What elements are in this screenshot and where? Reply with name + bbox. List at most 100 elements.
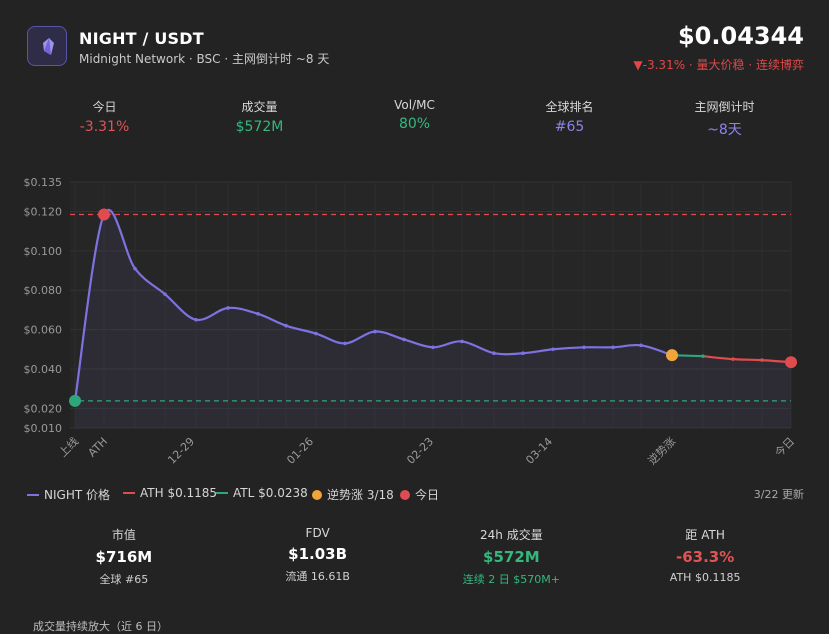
card-from-ath: 距 ATH -63.3% ATH $0.1185 xyxy=(608,526,802,586)
y-tick-label: $0.040 xyxy=(24,363,63,376)
data-point xyxy=(194,317,198,322)
stat-label: Vol/MC xyxy=(394,98,435,112)
data-point xyxy=(133,266,137,271)
card-fdv: FDV $1.03B 流通 16.61B xyxy=(221,526,415,586)
legend-atl: ATL $0.0238 xyxy=(216,486,308,500)
card-sub: 全球 #65 xyxy=(99,573,149,586)
data-point xyxy=(373,329,377,334)
card-sub: 流通 16.61B xyxy=(285,570,350,583)
card-value: -63.3% xyxy=(675,548,735,566)
stat-value: $572M xyxy=(235,119,284,135)
dashed-line-icon xyxy=(123,492,135,494)
y-tick-label: $0.100 xyxy=(24,245,63,258)
y-tick-label: $0.120 xyxy=(24,206,63,219)
y-tick-label: $0.080 xyxy=(24,284,63,297)
price-change: ▼-3.31% · 量大价稳 · 连续博弈 xyxy=(633,58,804,72)
data-point xyxy=(701,354,705,358)
data-point xyxy=(639,343,643,348)
launch-marker xyxy=(69,394,81,407)
legend-ath: ATH $0.1185 xyxy=(123,486,217,500)
card-label: FDV xyxy=(305,526,330,540)
legend-label: 今日 xyxy=(415,488,440,502)
metric-cards: 市值 $716M 全球 #65 FDV $1.03B 流通 16.61B 24h… xyxy=(27,526,802,586)
stat-label: 今日 xyxy=(92,100,117,114)
y-tick-label: $0.060 xyxy=(24,324,63,337)
x-tick-label: 03-14 xyxy=(523,435,555,467)
chart-legend: NIGHT 价格 ATH $0.1185 ATL $0.0238 逆势涨 3/1… xyxy=(27,486,804,502)
data-point xyxy=(431,345,435,350)
data-point xyxy=(226,306,230,310)
pair-subtitle: Midnight Network · BSC · 主网倒计时 ~8 天 xyxy=(79,52,330,66)
stat-value: ~8天 xyxy=(707,122,742,138)
data-point xyxy=(343,341,347,346)
data-point xyxy=(551,347,555,352)
card-label: 距 ATH xyxy=(685,528,725,542)
card-label: 24h 成交量 xyxy=(480,528,543,542)
data-point xyxy=(402,337,406,342)
header: NIGHT / USDT Midnight Network · BSC · 主网… xyxy=(27,22,804,72)
stat-label: 全球排名 xyxy=(545,100,594,114)
data-point xyxy=(492,351,496,356)
stat-label: 主网倒计时 xyxy=(694,100,755,114)
legend-price: NIGHT 价格 xyxy=(27,486,110,503)
current-price: $0.04344 xyxy=(677,22,804,50)
data-point xyxy=(284,323,288,328)
ath-marker xyxy=(98,208,110,221)
updated-time: 3/22 更新 xyxy=(753,488,804,501)
stat-value: -3.31% xyxy=(79,119,130,135)
y-tick-label: $0.020 xyxy=(24,402,63,415)
card-sub: ATH $0.1185 xyxy=(669,571,741,584)
data-point xyxy=(163,292,167,296)
stat-today: 今日 -3.31% xyxy=(27,98,182,138)
price-area xyxy=(75,209,791,428)
line-swatch-icon xyxy=(27,493,39,496)
x-tick-label: 今日 xyxy=(772,434,797,459)
stat-global-rank: 全球排名 #65 xyxy=(492,98,647,138)
data-point xyxy=(760,358,764,362)
x-tick-label: ATH xyxy=(86,435,111,460)
data-point xyxy=(582,345,586,350)
card-value: $1.03B xyxy=(288,545,348,563)
dashed-line-icon xyxy=(216,492,228,494)
reversal-marker xyxy=(666,349,678,362)
orange-dot-icon xyxy=(312,489,322,500)
today-marker xyxy=(785,356,797,369)
data-point xyxy=(611,345,615,350)
legend-label: NIGHT 价格 xyxy=(44,488,110,502)
red-dot-icon xyxy=(400,489,410,500)
data-point xyxy=(460,339,464,344)
stat-value: #65 xyxy=(554,119,585,135)
data-point xyxy=(521,351,525,356)
card-market-cap: 市值 $716M 全球 #65 xyxy=(27,526,221,586)
x-tick-label: 上线 xyxy=(56,434,81,459)
pair-title: NIGHT / USDT xyxy=(79,29,204,48)
card-sub: 连续 2 日 $570M+ xyxy=(462,573,560,586)
legend-label: ATL $0.0238 xyxy=(233,486,308,500)
card-value: $716M xyxy=(95,548,153,566)
stat-vol-mc: Vol/MC 80% xyxy=(337,98,492,138)
card-24h-volume: 24h 成交量 $572M 连续 2 日 $570M+ xyxy=(415,526,609,586)
y-tick-label: $0.135 xyxy=(24,176,63,189)
x-tick-label: 12-29 xyxy=(165,435,197,467)
x-tick-label: 逆势涨 xyxy=(645,434,678,467)
legend-label: ATH $0.1185 xyxy=(140,486,218,500)
data-point xyxy=(731,357,735,361)
price-chart: $0.010 $0.020 $0.040 $0.060 $0.080 $0.100 $0.1… xyxy=(24,176,798,467)
data-point xyxy=(314,331,318,336)
y-tick-label: $0.010 xyxy=(24,422,63,435)
stat-value: 80% xyxy=(398,116,431,132)
night-logo-icon xyxy=(27,26,67,66)
legend-today: 今日 xyxy=(400,486,439,503)
stat-mainnet-countdown: 主网倒计时 ~8天 xyxy=(647,98,802,138)
data-point xyxy=(256,312,260,316)
legend-label: 逆势涨 3/18 xyxy=(327,488,394,502)
x-tick-label: 01-26 xyxy=(284,435,316,467)
price-line xyxy=(73,208,673,402)
plot-area xyxy=(70,182,791,428)
card-value: $572M xyxy=(483,548,540,566)
x-tick-label: 02-23 xyxy=(404,435,436,467)
price-line-today xyxy=(702,355,792,364)
next-section-title: 成交量持续放大（近 6 日） xyxy=(33,620,168,633)
legend-reversal: 逆势涨 3/18 xyxy=(312,486,394,503)
card-label: 市值 xyxy=(111,528,136,542)
